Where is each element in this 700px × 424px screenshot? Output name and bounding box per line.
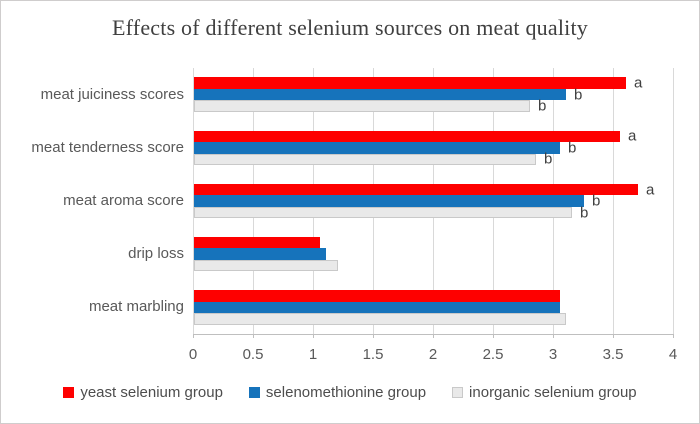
bar-inorganic-selenium-group <box>194 153 536 166</box>
legend-swatch <box>248 387 260 398</box>
x-axis-tick-label: 3 <box>548 346 558 363</box>
legend-item-yeast-selenium-group: yeast selenium group <box>63 384 223 401</box>
significance-letter: b <box>574 86 583 104</box>
significance-letter: b <box>580 204 589 221</box>
bar-selenomethionine-group <box>194 88 566 101</box>
significance-letter: a <box>628 127 637 145</box>
x-axis-tick-label: 0 <box>188 346 198 363</box>
category-label: meat aroma score <box>63 191 184 209</box>
bar-selenomethionine-group <box>194 195 584 207</box>
category-label: meat juiciness scores <box>40 85 184 103</box>
significance-letter: b <box>568 139 577 157</box>
bar-inorganic-selenium-group <box>194 206 572 219</box>
bar-yeast-selenium-group <box>194 77 626 89</box>
axis-tick <box>253 334 254 338</box>
axis-tick <box>673 334 674 338</box>
axis-tick <box>373 334 374 338</box>
x-axis-tick-label: 1.5 <box>362 346 384 363</box>
bar-inorganic-selenium-group <box>194 259 338 272</box>
legend-label: selenomethionine group <box>265 384 427 401</box>
x-axis-tick-label: 1 <box>308 346 318 363</box>
legend-label: yeast selenium group <box>80 384 223 401</box>
x-axis-tick-label: 2.5 <box>482 346 504 363</box>
x-axis-tick-label: 0.5 <box>242 346 264 363</box>
legend-label: inorganic selenium group <box>469 384 637 401</box>
significance-letter: a <box>646 181 655 198</box>
x-axis-tick-label: 4 <box>668 346 678 363</box>
bar-selenomethionine-group <box>194 248 326 260</box>
bar-yeast-selenium-group <box>194 183 638 196</box>
bar-inorganic-selenium-group <box>194 313 566 325</box>
gridline <box>613 68 614 334</box>
legend-swatch <box>63 387 75 398</box>
axis-tick <box>433 334 434 338</box>
bar-yeast-selenium-group <box>194 290 560 302</box>
category-label: meat marbling <box>88 298 184 316</box>
axis-tick <box>613 334 614 338</box>
bar-yeast-selenium-group <box>194 130 620 143</box>
significance-letter: b <box>538 97 547 115</box>
x-axis-line <box>193 334 674 335</box>
axis-tick <box>193 334 194 338</box>
legend-swatch <box>452 387 464 398</box>
bar-selenomethionine-group <box>194 142 560 154</box>
bar-yeast-selenium-group <box>194 236 320 249</box>
significance-letter: a <box>634 74 643 92</box>
category-label: drip loss <box>128 244 184 262</box>
bar-selenomethionine-group <box>194 301 560 314</box>
gridline <box>193 68 194 334</box>
category-label: meat tenderness score <box>31 138 184 156</box>
legend-item-selenomethionine-group: selenomethionine group <box>248 384 427 401</box>
significance-letter: b <box>592 192 601 210</box>
significance-letter: b <box>544 150 553 168</box>
legend-item-inorganic-selenium-group: inorganic selenium group <box>452 384 637 401</box>
axis-tick <box>493 334 494 338</box>
axis-tick <box>553 334 554 338</box>
chart-title: Effects of different selenium sources on… <box>112 15 588 40</box>
x-axis-tick-label: 2 <box>428 346 438 363</box>
gridline <box>673 68 674 334</box>
bar-inorganic-selenium-group <box>194 100 530 112</box>
x-axis-tick-label: 3.5 <box>602 346 624 363</box>
axis-tick <box>313 334 314 338</box>
legend: yeast selenium group selenomethionine gro… <box>1 384 699 401</box>
